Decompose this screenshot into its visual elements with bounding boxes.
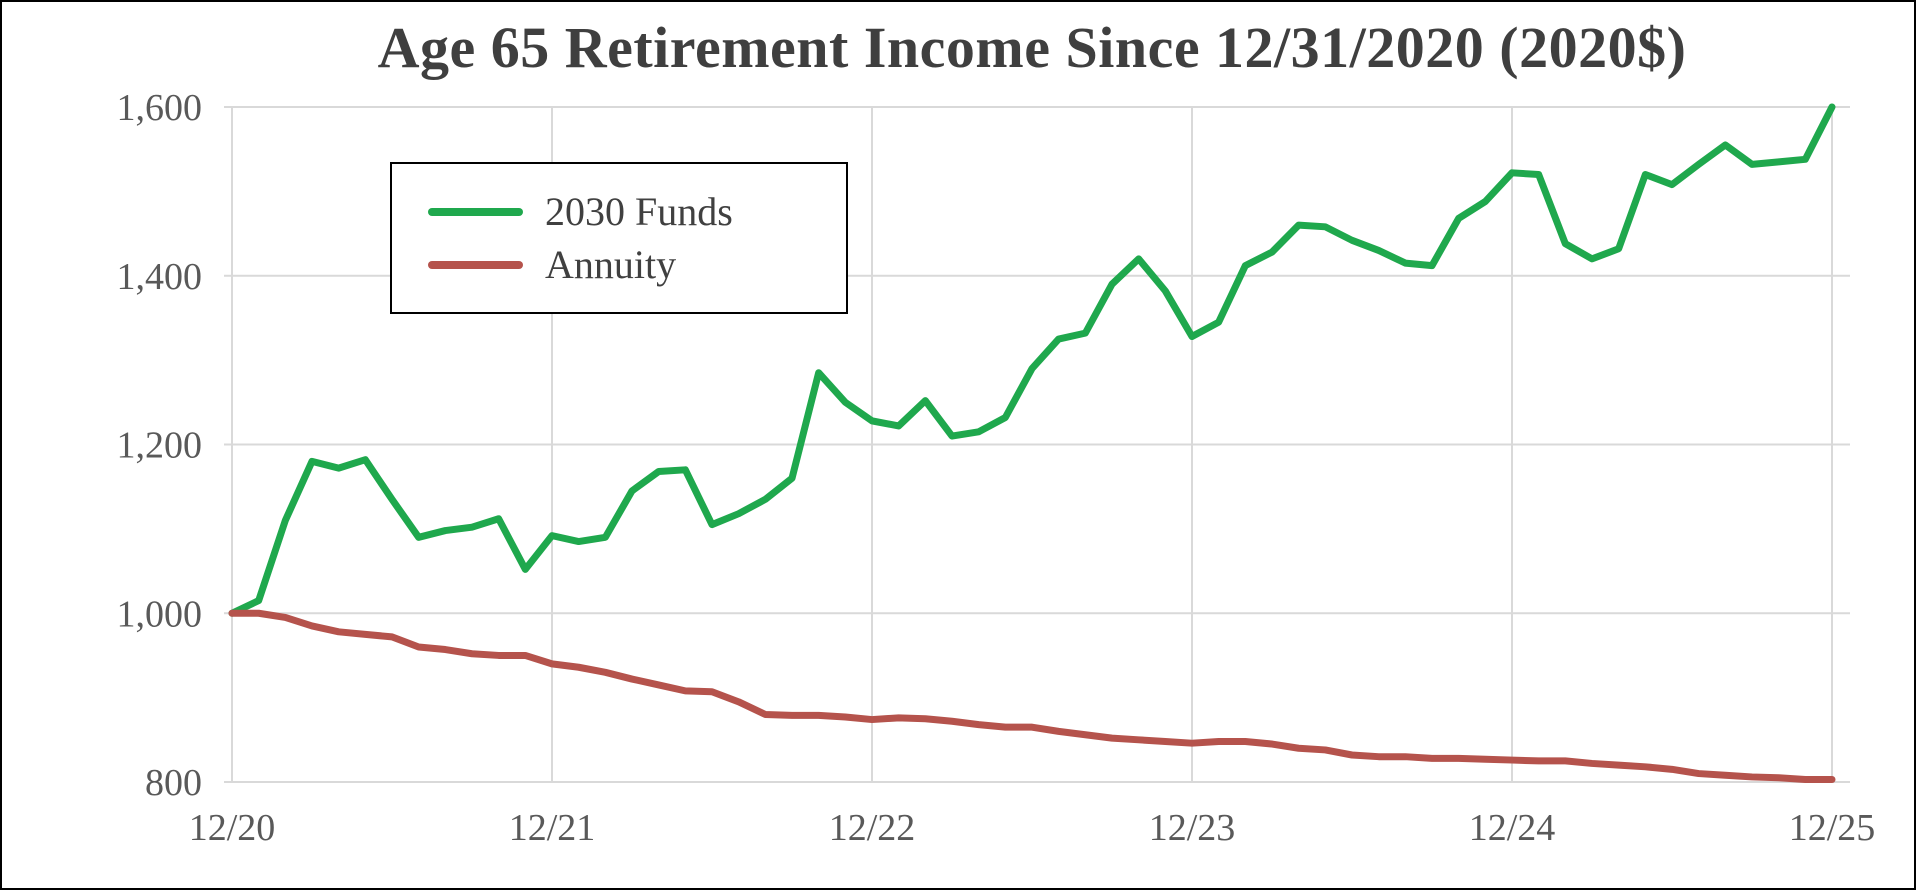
svg-text:12/21: 12/21 — [509, 807, 596, 849]
svg-text:12/20: 12/20 — [189, 807, 276, 849]
2030-funds-line-swatch — [428, 207, 523, 216]
legend-item-annuity: Annuity — [428, 241, 810, 288]
svg-text:12/22: 12/22 — [829, 807, 916, 849]
chart-title: Age 65 Retirement Income Since 12/31/202… — [377, 15, 1687, 80]
svg-text:1,200: 1,200 — [117, 425, 203, 467]
legend: 2030 Funds Annuity — [390, 162, 848, 314]
svg-text:1,600: 1,600 — [117, 87, 203, 129]
svg-text:12/24: 12/24 — [1469, 807, 1556, 849]
svg-text:12/23: 12/23 — [1149, 807, 1236, 849]
legend-label-2030-funds: 2030 Funds — [545, 189, 733, 234]
svg-text:12/25: 12/25 — [1789, 807, 1876, 849]
svg-text:1,400: 1,400 — [117, 256, 203, 298]
svg-text:1,000: 1,000 — [117, 593, 203, 635]
svg-text:800: 800 — [145, 762, 202, 804]
legend-label-annuity: Annuity — [545, 242, 677, 287]
annuity-line-swatch — [428, 260, 523, 269]
legend-item-2030-funds: 2030 Funds — [428, 188, 810, 235]
